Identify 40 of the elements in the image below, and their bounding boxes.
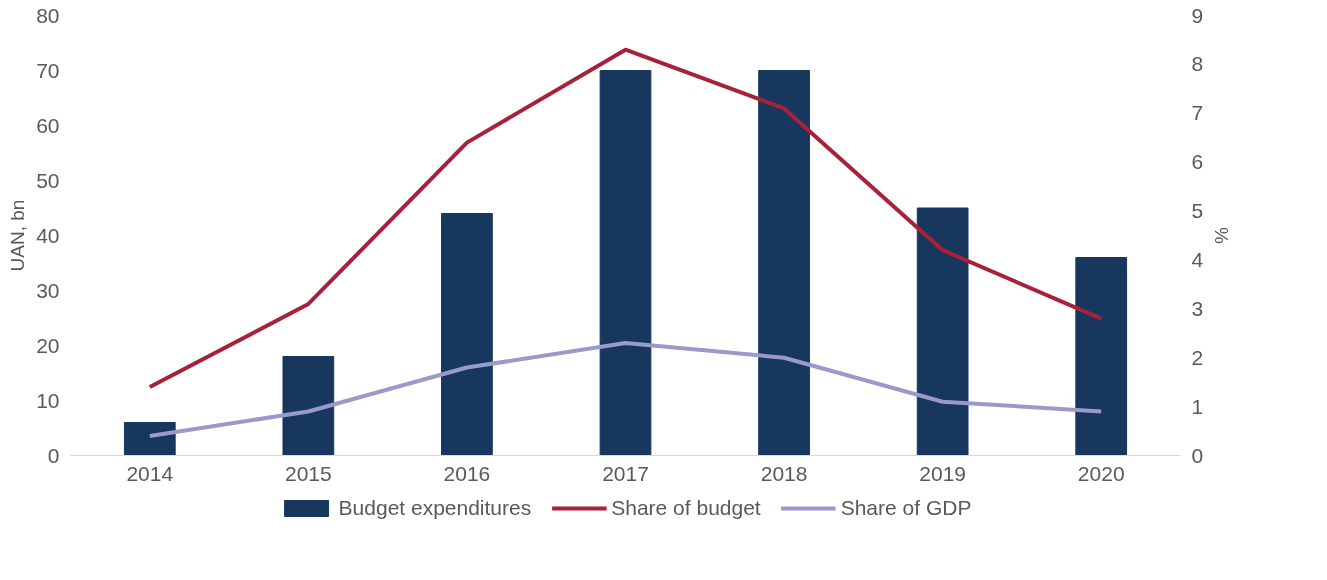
y2-tick-label: 1 — [1191, 394, 1204, 418]
bar — [599, 70, 652, 456]
line-series — [147, 341, 1104, 438]
y-tick-label: 10 — [36, 388, 60, 412]
y-tick-label: 20 — [36, 333, 60, 357]
y2-tick-label: 7 — [1191, 101, 1204, 125]
y2-tick-label: 5 — [1191, 199, 1204, 223]
x-tick-label: 2019 — [919, 461, 966, 485]
bar — [441, 213, 493, 456]
x-tick-label: 2015 — [285, 461, 332, 485]
y-tick-label: 60 — [36, 113, 60, 137]
y2-tick-label: 9 — [1191, 3, 1204, 27]
y2-tick-label: 3 — [1191, 296, 1204, 320]
x-tick-label: 2018 — [760, 461, 808, 485]
y-tick-label: 50 — [36, 168, 60, 192]
x-tick-label: 2017 — [602, 461, 649, 485]
legend-label: Share of budget — [611, 496, 761, 520]
y-tick-label: 0 — [47, 443, 60, 467]
y-tick-label: 80 — [36, 3, 60, 27]
y2-axis-title: % — [1211, 227, 1233, 245]
x-tick-label: 2014 — [126, 461, 174, 485]
y2-tick-label: 0 — [1191, 443, 1204, 467]
y2-tick-label: 2 — [1191, 345, 1204, 369]
legend-label: Share of GDP — [840, 496, 972, 520]
bar — [758, 70, 810, 456]
bar — [123, 422, 176, 456]
bar — [916, 207, 969, 456]
y2-tick-label: 8 — [1191, 52, 1204, 76]
y-tick-label: 30 — [36, 278, 60, 302]
y2-tick-label: 6 — [1191, 150, 1204, 174]
y-tick-label: 40 — [36, 223, 60, 247]
y-tick-label: 70 — [36, 58, 60, 82]
x-tick-label: 2020 — [1077, 461, 1125, 485]
y-axis-title: UAN, bn — [7, 199, 29, 272]
bar — [282, 356, 335, 456]
line-series — [147, 47, 1104, 390]
x-tick-label: 2016 — [443, 461, 491, 485]
bar — [1075, 257, 1128, 456]
y2-tick-label: 4 — [1191, 247, 1204, 271]
legend-label: Budget expenditures — [338, 496, 532, 520]
